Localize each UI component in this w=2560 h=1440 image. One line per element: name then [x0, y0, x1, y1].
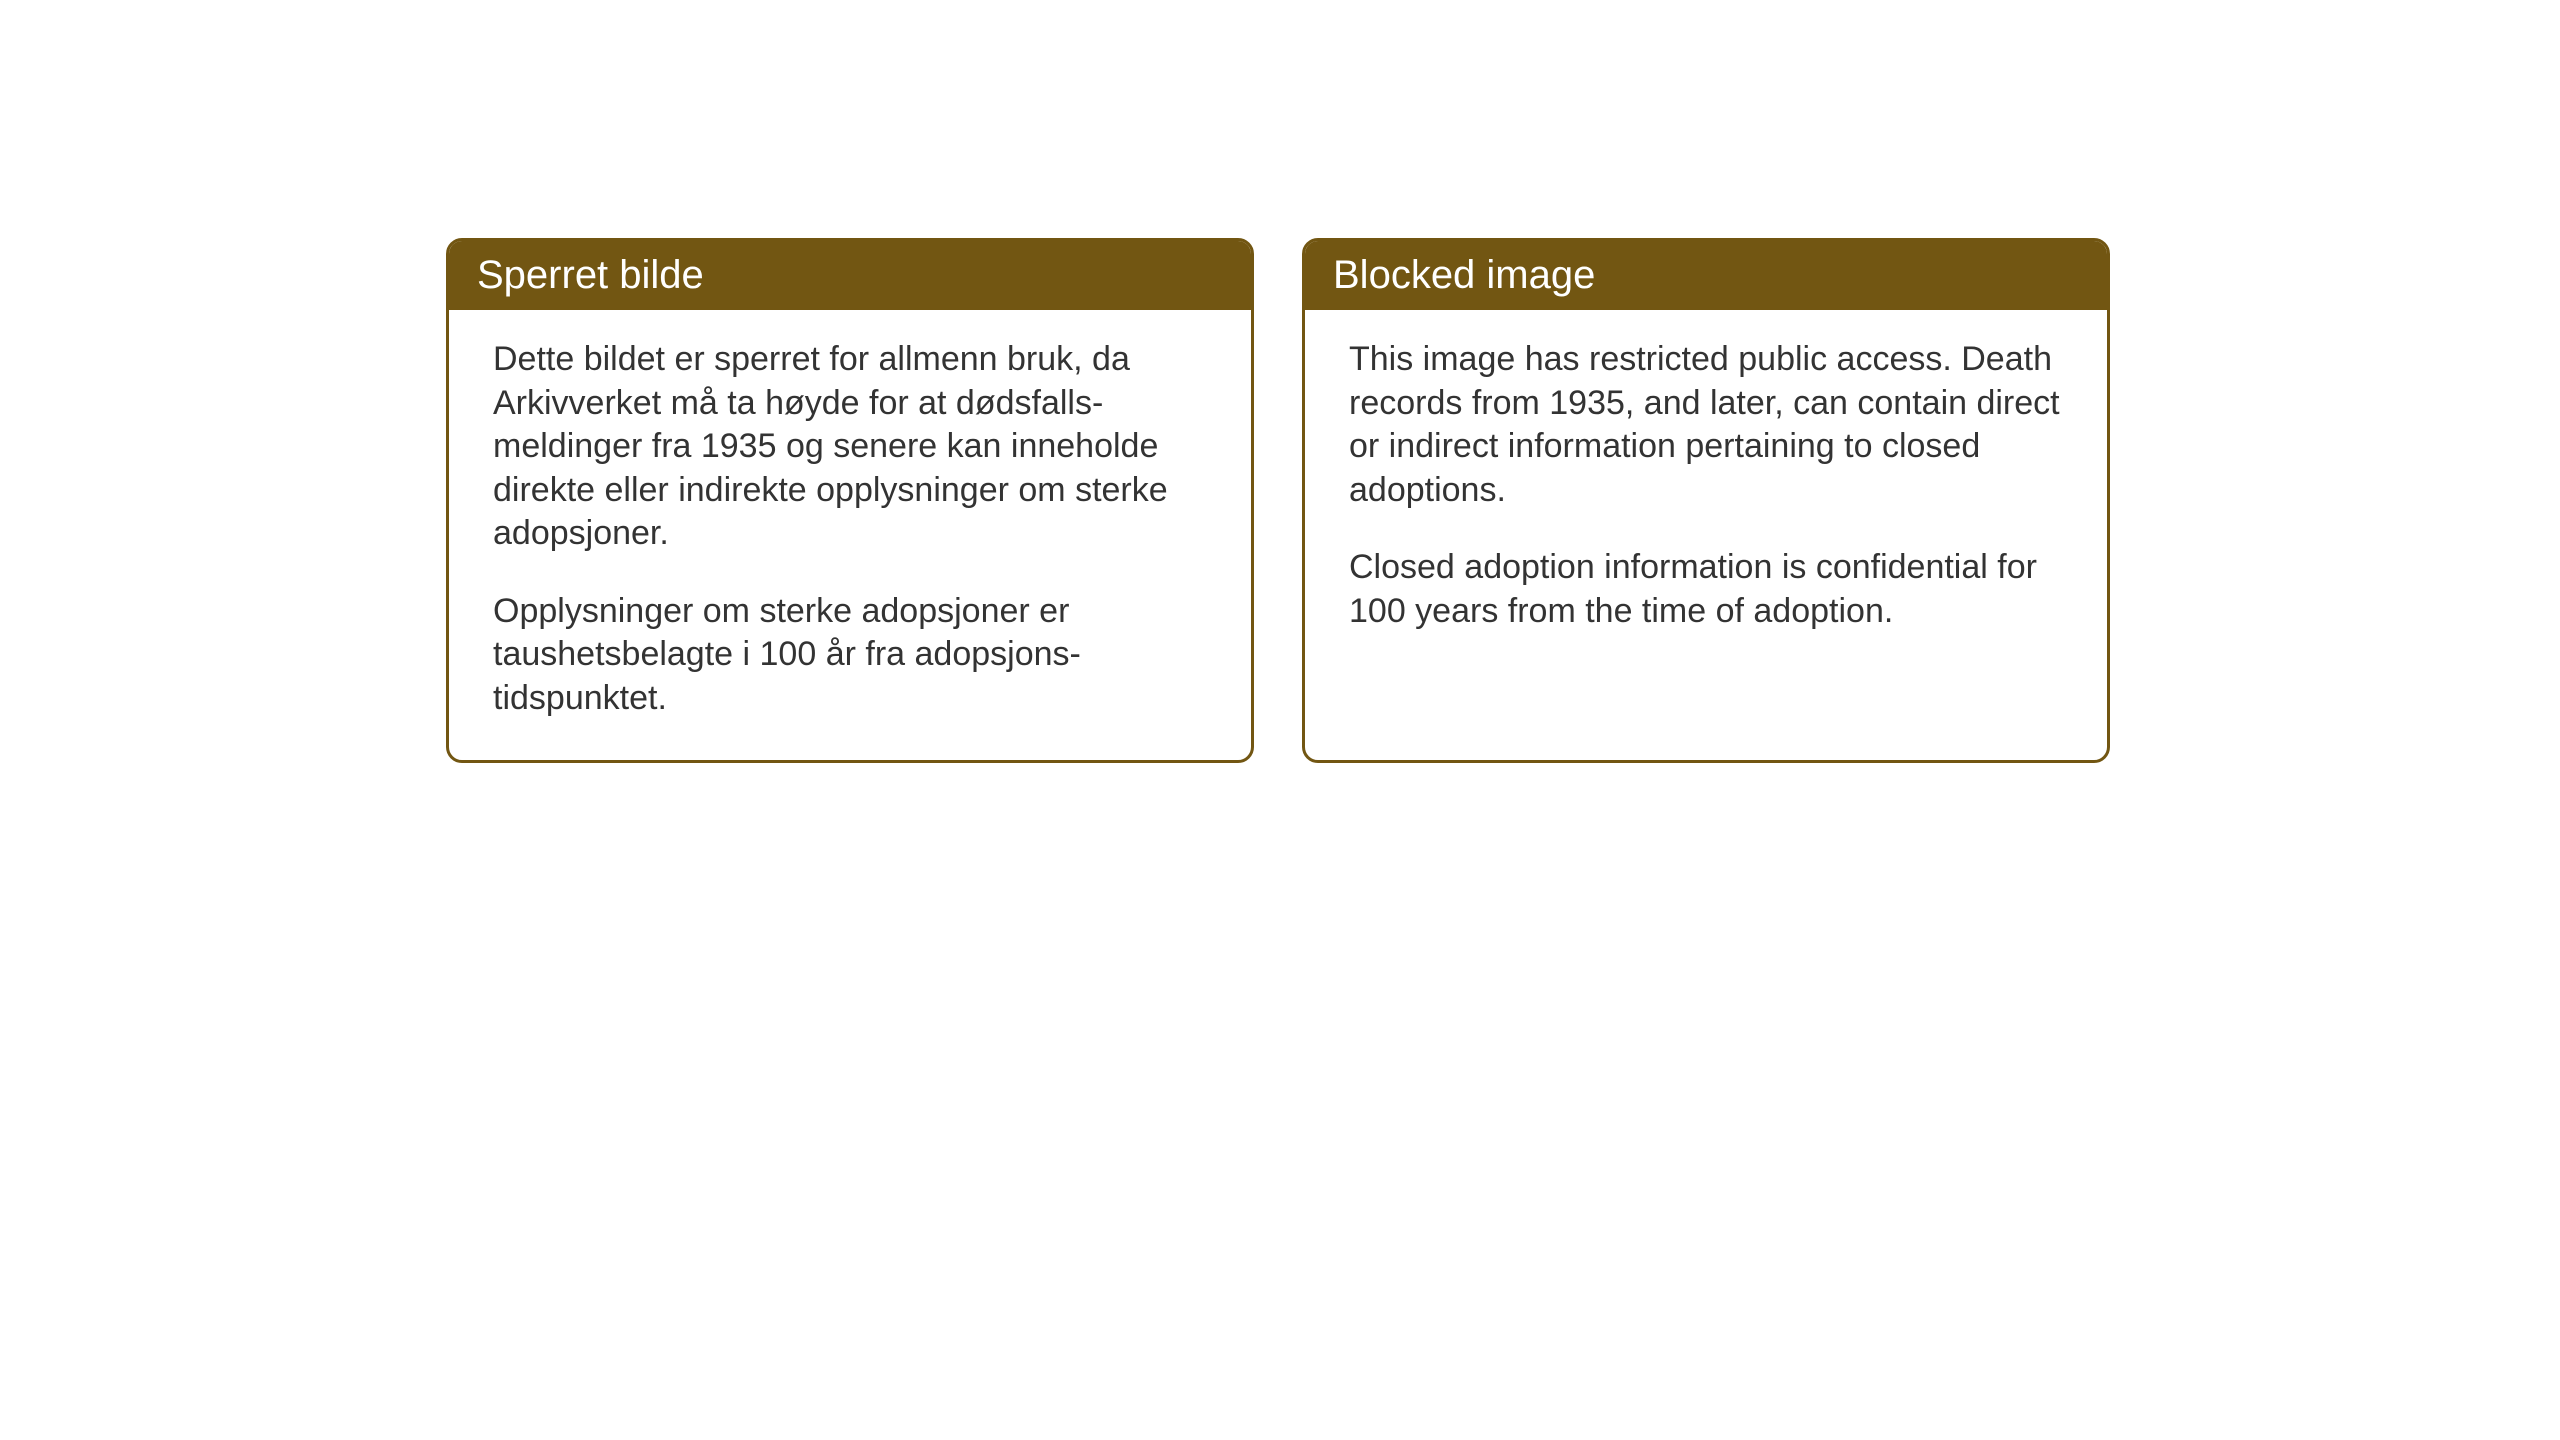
notice-card-norwegian: Sperret bilde Dette bildet er sperret fo…: [446, 238, 1254, 763]
card-title-norwegian: Sperret bilde: [477, 253, 704, 297]
card-paragraph-2-norwegian: Opplysninger om sterke adopsjoner er tau…: [493, 590, 1207, 721]
card-paragraph-1-english: This image has restricted public access.…: [1349, 338, 2063, 512]
card-body-english: This image has restricted public access.…: [1305, 310, 2107, 673]
notice-card-english: Blocked image This image has restricted …: [1302, 238, 2110, 763]
card-title-english: Blocked image: [1333, 253, 1595, 297]
card-paragraph-2-english: Closed adoption information is confident…: [1349, 546, 2063, 633]
card-paragraph-1-norwegian: Dette bildet er sperret for allmenn bruk…: [493, 338, 1207, 556]
card-body-norwegian: Dette bildet er sperret for allmenn bruk…: [449, 310, 1251, 760]
notice-cards-container: Sperret bilde Dette bildet er sperret fo…: [0, 0, 2560, 763]
card-header-norwegian: Sperret bilde: [449, 241, 1251, 310]
card-header-english: Blocked image: [1305, 241, 2107, 310]
